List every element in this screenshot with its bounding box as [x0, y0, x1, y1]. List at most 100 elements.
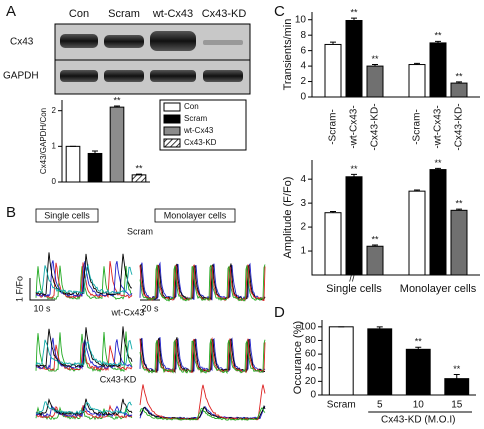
panel-label: C — [274, 3, 285, 20]
trace — [35, 263, 133, 295]
scale-bar — [29, 278, 55, 301]
error-bar — [376, 326, 383, 329]
annotation: ** — [455, 71, 463, 81]
x-tick-label: 10 — [413, 400, 425, 411]
annotation: ** — [434, 158, 442, 168]
error-bar — [92, 150, 98, 154]
error-bar — [435, 167, 441, 170]
y-tick-label: 2 — [52, 106, 57, 115]
scale-label: 20 s — [141, 303, 159, 313]
series-label: -Cx43-KD- — [370, 103, 381, 150]
x-tick-label: 5 — [377, 400, 383, 411]
scale-label: 10 s — [33, 303, 51, 313]
annotation: ** — [371, 54, 379, 64]
trace — [35, 401, 133, 415]
trace — [139, 264, 266, 302]
trace — [35, 337, 133, 370]
x-tick-label: Single cells — [326, 283, 382, 295]
blot-bands — [60, 31, 243, 82]
panel-label: D — [274, 304, 285, 321]
bar — [131, 174, 147, 183]
y-tick-label: 100 — [299, 321, 316, 332]
bar — [109, 106, 125, 183]
label-box — [35, 208, 99, 223]
y-tick-label: 4 — [300, 61, 306, 72]
y-axis-label: Amplitude (F/Fo) — [282, 177, 294, 259]
trace — [139, 263, 266, 302]
trace — [35, 339, 133, 367]
condition-label: wt-Cx43 — [110, 307, 144, 317]
scale-label: 1 F/Fo — [14, 276, 24, 302]
y-tick-label: 6 — [300, 45, 306, 56]
legend-label: Cx43-KD — [184, 138, 217, 147]
trace — [139, 406, 266, 421]
bar — [450, 209, 468, 276]
bar — [345, 176, 363, 276]
bar — [87, 152, 103, 183]
panel-label: A — [6, 3, 16, 20]
series-label: -wt-Cx43- — [433, 105, 444, 148]
label-box — [154, 208, 236, 223]
annotation: ** — [113, 95, 121, 105]
y-tick-label: 60 — [305, 349, 317, 360]
bar — [408, 190, 426, 276]
lane-label: Con — [69, 8, 89, 20]
error-bar — [372, 244, 378, 247]
bar — [408, 64, 426, 98]
trace — [35, 252, 132, 296]
bar — [429, 42, 447, 98]
series-label: -Cx43-KD- — [454, 103, 465, 150]
error-bar — [456, 208, 462, 211]
error-bar — [435, 40, 441, 43]
bar — [366, 245, 384, 276]
lane-label: wt-Cx43 — [152, 8, 193, 20]
annotation: ** — [135, 164, 143, 174]
legend-label: Scram — [184, 114, 207, 123]
bar — [444, 378, 470, 396]
legend-swatch — [163, 114, 181, 124]
legend-swatch — [163, 126, 181, 136]
y-tick-label: 80 — [305, 335, 317, 346]
bar — [345, 20, 363, 98]
y-tick-label: 4 — [300, 174, 306, 185]
annotation: ** — [350, 8, 358, 18]
bar — [324, 43, 342, 98]
trace — [35, 260, 133, 298]
error-bar — [114, 105, 120, 108]
y-tick-label: 40 — [305, 362, 317, 373]
series-label: -wt-Cx43- — [349, 105, 360, 148]
y-tick-label: 10 — [295, 14, 307, 25]
bar — [429, 169, 447, 276]
y-tick-label: 0 — [300, 92, 306, 103]
traces — [35, 252, 266, 421]
panel-label: B — [6, 204, 16, 221]
y-tick-label: 20 — [305, 376, 317, 387]
annotation: ** — [415, 337, 423, 347]
error-bar — [456, 81, 462, 84]
series-label: -Scram- — [328, 109, 339, 145]
y-tick-label: 8 — [300, 30, 306, 41]
x-axis-label: Cx43-KD (M.O.I) — [381, 415, 455, 426]
x-tick-label: Scram — [327, 400, 356, 411]
error-bar — [351, 173, 357, 177]
y-axis-label: Occurance (%) — [292, 321, 304, 394]
y-tick-label: 1 — [300, 246, 306, 257]
column-label: Single cells — [44, 210, 90, 220]
y-tick-label: 1 — [52, 141, 57, 150]
error-bar — [372, 64, 378, 67]
annotation: ** — [350, 164, 358, 174]
condition-label: Cx43-KD — [100, 374, 137, 384]
lane-label: Scram — [108, 8, 140, 20]
blot-row-label: Cx43 — [10, 37, 34, 48]
trace — [139, 384, 266, 421]
annotation: ** — [455, 198, 463, 208]
y-tick-label: 0 — [52, 177, 57, 186]
bar — [366, 65, 384, 98]
x-tick-label: 15 — [451, 400, 463, 411]
lane-label: Cx43-KD — [202, 8, 247, 20]
bar — [65, 145, 81, 183]
x-tick-label: Monolayer cells — [400, 283, 477, 295]
y-tick-label: 3 — [300, 198, 306, 209]
error-bar — [136, 173, 142, 175]
